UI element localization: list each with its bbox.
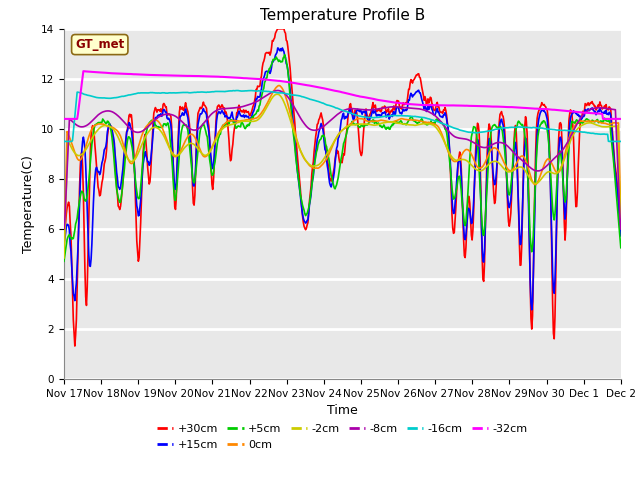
Line: +5cm: +5cm — [64, 55, 621, 261]
-8cm — [214, 107, 221, 113]
-8cm — [60, 226, 68, 232]
+15cm — [70, 293, 78, 299]
-16cm — [184, 90, 192, 96]
-32cm — [411, 102, 419, 108]
-32cm — [60, 116, 68, 122]
-8cm — [70, 120, 78, 126]
-32cm — [185, 73, 193, 79]
-16cm — [233, 88, 241, 94]
-16cm — [214, 88, 221, 94]
-2cm — [273, 91, 281, 97]
+5cm — [281, 52, 289, 58]
-16cm — [127, 92, 135, 97]
-32cm — [128, 71, 136, 77]
+30cm — [412, 73, 419, 79]
+30cm — [274, 26, 282, 32]
0cm — [127, 161, 135, 167]
Y-axis label: Temperature(C): Temperature(C) — [22, 155, 35, 253]
Line: 0cm: 0cm — [64, 85, 621, 253]
Line: -2cm: -2cm — [64, 94, 621, 258]
0cm — [617, 216, 625, 222]
-32cm — [617, 116, 625, 122]
+30cm — [70, 331, 78, 336]
+30cm — [71, 343, 79, 349]
Line: -8cm: -8cm — [64, 90, 621, 229]
-32cm — [79, 68, 87, 74]
+15cm — [184, 115, 192, 120]
+15cm — [528, 307, 536, 312]
-32cm — [214, 74, 222, 80]
X-axis label: Time: Time — [327, 405, 358, 418]
-2cm — [184, 142, 192, 147]
Line: +15cm: +15cm — [64, 48, 621, 310]
+30cm — [428, 100, 436, 106]
-32cm — [428, 102, 435, 108]
+15cm — [274, 45, 282, 51]
+15cm — [617, 233, 625, 239]
-8cm — [428, 110, 435, 116]
-2cm — [214, 134, 221, 140]
Line: -32cm: -32cm — [64, 71, 621, 119]
+5cm — [184, 128, 192, 133]
-2cm — [411, 122, 419, 128]
+30cm — [617, 228, 625, 234]
-8cm — [184, 124, 192, 130]
-16cm — [411, 113, 419, 119]
-32cm — [70, 116, 78, 122]
Legend: +30cm, +15cm, +5cm, 0cm, -2cm, -8cm, -16cm, -32cm: +30cm, +15cm, +5cm, 0cm, -2cm, -8cm, -16… — [152, 420, 532, 454]
Line: -16cm: -16cm — [64, 91, 621, 142]
Title: Temperature Profile B: Temperature Profile B — [260, 9, 425, 24]
+30cm — [214, 103, 222, 108]
+5cm — [60, 258, 68, 264]
+5cm — [70, 232, 78, 238]
+30cm — [185, 116, 193, 121]
+5cm — [428, 118, 435, 124]
0cm — [411, 117, 419, 123]
-2cm — [127, 159, 135, 165]
-8cm — [127, 127, 135, 132]
+30cm — [60, 234, 68, 240]
0cm — [70, 147, 78, 153]
+5cm — [214, 140, 221, 146]
-16cm — [70, 121, 78, 127]
+15cm — [428, 102, 435, 108]
0cm — [214, 132, 221, 138]
0cm — [428, 120, 435, 126]
-8cm — [411, 106, 419, 111]
+30cm — [128, 120, 136, 126]
+15cm — [214, 112, 221, 118]
+15cm — [411, 91, 419, 96]
0cm — [60, 251, 68, 256]
-2cm — [617, 224, 625, 230]
+5cm — [617, 245, 625, 251]
-2cm — [60, 255, 68, 261]
0cm — [275, 83, 283, 88]
Text: GT_met: GT_met — [75, 38, 124, 51]
+5cm — [127, 141, 135, 146]
-2cm — [70, 149, 78, 155]
-2cm — [428, 121, 435, 127]
+5cm — [411, 118, 419, 123]
+15cm — [60, 241, 68, 247]
-16cm — [60, 139, 68, 144]
-16cm — [428, 117, 435, 122]
Line: +30cm: +30cm — [64, 29, 621, 346]
-16cm — [617, 139, 625, 144]
0cm — [184, 133, 192, 139]
-8cm — [617, 226, 625, 232]
-8cm — [274, 87, 282, 93]
+15cm — [127, 126, 135, 132]
